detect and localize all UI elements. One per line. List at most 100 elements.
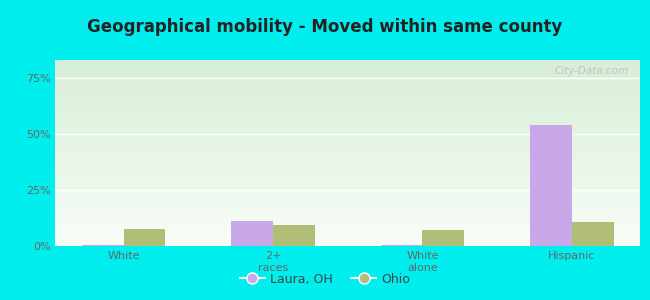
Bar (55, 218, 640, 219)
Bar (55, 73, 640, 74)
Bar (55, 134, 640, 135)
Bar (55, 148, 640, 149)
Bar (55, 238, 640, 239)
Bar (55, 223, 640, 224)
Bar (55, 245, 640, 246)
Bar (55, 196, 640, 197)
Bar (55, 170, 640, 171)
Bar (55, 192, 640, 193)
Bar (55, 189, 640, 190)
Bar (55, 104, 640, 105)
Bar (55, 193, 640, 194)
Bar (55, 117, 640, 118)
Bar (55, 146, 640, 147)
Bar (55, 183, 640, 184)
Bar (55, 66, 640, 67)
Bar (55, 123, 640, 124)
Bar (55, 165, 640, 166)
Bar (55, 207, 640, 208)
Bar (55, 177, 640, 178)
Bar (55, 85, 640, 86)
Bar (55, 153, 640, 154)
Bar (55, 128, 640, 129)
Bar (55, 208, 640, 209)
Bar (55, 112, 640, 113)
Bar (55, 96, 640, 97)
Bar (55, 141, 640, 142)
Bar (55, 120, 640, 122)
Bar (55, 113, 640, 114)
Text: Geographical mobility - Moved within same county: Geographical mobility - Moved within sam… (87, 18, 563, 36)
Bar (55, 234, 640, 235)
Bar (55, 237, 640, 238)
Bar (55, 138, 640, 139)
Bar (55, 92, 640, 94)
Bar (55, 159, 640, 160)
Bar (55, 98, 640, 99)
Bar (55, 144, 640, 145)
Bar (55, 118, 640, 119)
Bar (55, 75, 640, 76)
Bar (55, 133, 640, 134)
Bar (55, 160, 640, 161)
Legend: Laura, OH, Ohio: Laura, OH, Ohio (235, 268, 415, 291)
Bar (55, 152, 640, 153)
Bar (55, 69, 640, 70)
Bar (55, 171, 640, 172)
Bar (55, 206, 640, 207)
Bar (82, 245, 124, 246)
Bar (55, 132, 640, 133)
Bar (55, 62, 640, 63)
Bar (55, 140, 640, 141)
Bar (55, 124, 640, 125)
Bar (55, 229, 640, 230)
Bar (55, 236, 640, 237)
Bar (55, 67, 640, 68)
Bar (55, 187, 640, 188)
Text: City-Data.com: City-Data.com (554, 66, 629, 76)
Bar (55, 137, 640, 138)
Bar (55, 64, 640, 66)
Bar (55, 224, 640, 225)
Bar (55, 227, 640, 228)
Bar (55, 172, 640, 173)
Bar (55, 83, 640, 84)
Bar (55, 203, 640, 204)
Bar (55, 158, 640, 159)
Bar (55, 185, 640, 187)
Bar (55, 241, 640, 242)
Bar (55, 116, 640, 117)
Bar (55, 225, 640, 226)
Bar (55, 129, 640, 130)
Bar (55, 97, 640, 98)
Bar (55, 147, 640, 148)
Bar (55, 221, 640, 222)
Bar (55, 175, 640, 176)
Bar (55, 122, 640, 123)
Bar (55, 231, 640, 232)
Bar (55, 70, 640, 71)
Bar (55, 109, 640, 110)
Bar (55, 126, 640, 127)
Bar (55, 233, 640, 234)
Bar (55, 204, 640, 205)
Bar (55, 191, 640, 192)
Bar (422, 230, 464, 246)
Bar (55, 110, 640, 111)
Bar (55, 74, 640, 75)
Bar (55, 228, 640, 229)
Bar (55, 214, 640, 215)
Bar (55, 181, 640, 182)
Bar (55, 180, 640, 181)
Bar (55, 101, 640, 102)
Bar (55, 188, 640, 189)
Bar (55, 244, 640, 245)
Bar (55, 63, 640, 64)
Bar (55, 135, 640, 136)
Bar (55, 61, 640, 62)
Bar (55, 235, 640, 236)
Bar (55, 76, 640, 77)
Bar (55, 178, 640, 179)
Bar (55, 243, 640, 244)
Bar (55, 179, 640, 180)
